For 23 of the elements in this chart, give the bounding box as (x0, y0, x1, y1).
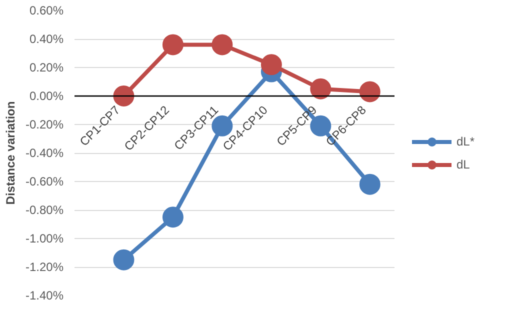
point (113, 249, 134, 270)
point (113, 86, 134, 106)
y-tick-label: -0.80% (25, 203, 64, 217)
y-axis-title: Distance variation (3, 101, 18, 205)
point (359, 81, 380, 102)
point (260, 54, 282, 76)
y-tick-label: 0.20% (29, 60, 64, 74)
point (359, 174, 380, 195)
y-tick-label: -1.20% (25, 260, 64, 274)
y-tick-label: 0.00% (29, 89, 64, 103)
y-tick-label: -1.40% (25, 288, 64, 302)
y-tick-label: -0.40% (25, 146, 64, 160)
point (212, 34, 233, 56)
y-tick-label: -1.00% (25, 232, 64, 246)
y-tick-label: 0.60% (29, 4, 64, 18)
legend-label: dL (456, 157, 471, 171)
y-tick-label: -0.20% (25, 118, 64, 132)
y-tick-label: -0.60% (25, 174, 64, 188)
legend-label: dL* (456, 134, 476, 148)
point (310, 78, 332, 100)
point (162, 34, 184, 56)
y-tick-label: 0.40% (29, 32, 64, 46)
point (162, 206, 184, 228)
